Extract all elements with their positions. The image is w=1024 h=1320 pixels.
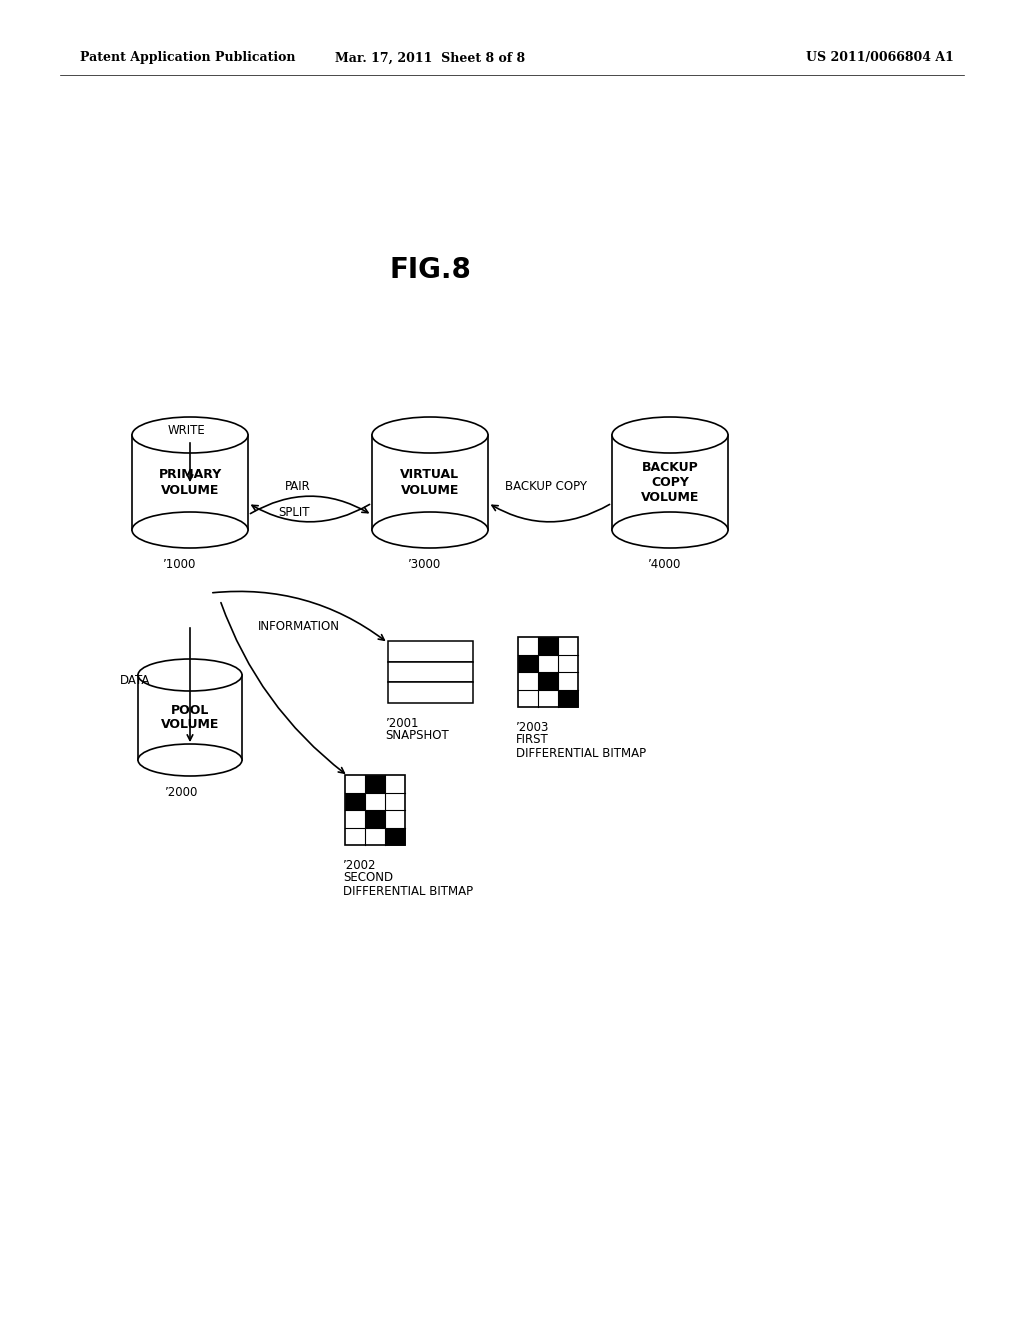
Bar <box>365 775 385 792</box>
Text: SECOND: SECOND <box>343 871 393 884</box>
Ellipse shape <box>372 512 488 548</box>
Ellipse shape <box>612 512 728 548</box>
Text: BACKUP COPY: BACKUP COPY <box>505 480 587 494</box>
Bar <box>538 672 558 689</box>
Text: DATA: DATA <box>120 673 151 686</box>
Text: Mar. 17, 2011  Sheet 8 of 8: Mar. 17, 2011 Sheet 8 of 8 <box>335 51 525 65</box>
Ellipse shape <box>612 417 728 453</box>
Text: INFORMATION: INFORMATION <box>258 620 340 634</box>
Text: BACKUP
COPY
VOLUME: BACKUP COPY VOLUME <box>641 461 699 504</box>
Bar <box>345 775 406 845</box>
Text: DIFFERENTIAL BITMAP: DIFFERENTIAL BITMAP <box>516 747 646 760</box>
Text: SNAPSHOT: SNAPSHOT <box>385 729 450 742</box>
Bar <box>387 682 472 704</box>
Text: VIRTUAL
VOLUME: VIRTUAL VOLUME <box>400 469 460 496</box>
Text: FIG.8: FIG.8 <box>389 256 471 284</box>
Text: SPLIT: SPLIT <box>278 506 309 519</box>
Bar <box>345 792 365 810</box>
Text: ’2000: ’2000 <box>165 785 198 799</box>
Text: WRITE: WRITE <box>168 424 206 437</box>
Text: US 2011/0066804 A1: US 2011/0066804 A1 <box>806 51 954 65</box>
Text: ’2001: ’2001 <box>385 717 419 730</box>
Text: FIRST: FIRST <box>516 733 549 746</box>
Bar <box>558 689 578 708</box>
Ellipse shape <box>138 744 242 776</box>
Bar <box>365 810 385 828</box>
Bar <box>538 638 558 655</box>
Text: ’1000: ’1000 <box>164 558 197 572</box>
Polygon shape <box>132 436 248 531</box>
Ellipse shape <box>138 659 242 690</box>
Ellipse shape <box>132 512 248 548</box>
Bar <box>387 661 472 682</box>
Polygon shape <box>138 675 242 760</box>
Ellipse shape <box>132 417 248 453</box>
Text: PAIR: PAIR <box>285 480 310 494</box>
Text: POOL
VOLUME: POOL VOLUME <box>161 704 219 731</box>
Text: ’4000: ’4000 <box>648 558 682 572</box>
Polygon shape <box>612 436 728 531</box>
Text: PRIMARY
VOLUME: PRIMARY VOLUME <box>159 469 221 496</box>
Text: DIFFERENTIAL BITMAP: DIFFERENTIAL BITMAP <box>343 884 473 898</box>
Text: ’2002: ’2002 <box>343 859 377 873</box>
Bar <box>385 828 406 845</box>
Polygon shape <box>372 436 488 531</box>
Text: ’2003: ’2003 <box>516 721 549 734</box>
Text: Patent Application Publication: Patent Application Publication <box>80 51 296 65</box>
Ellipse shape <box>372 417 488 453</box>
Bar <box>518 638 578 708</box>
Bar <box>518 655 538 672</box>
Text: ’3000: ’3000 <box>409 558 441 572</box>
Bar <box>387 642 472 661</box>
